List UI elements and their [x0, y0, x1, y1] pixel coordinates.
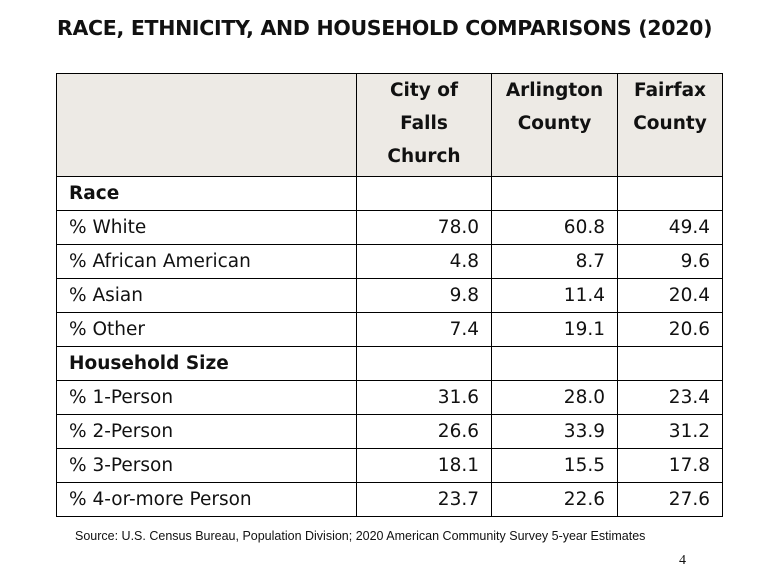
table-cell: 7.4: [356, 312, 492, 347]
table-cell: 22.6: [491, 482, 618, 517]
section-row: Race: [56, 176, 723, 211]
table-row: % 4-or-more Person 23.7 22.6 27.6: [56, 482, 723, 517]
column-header-line: Falls: [400, 113, 448, 134]
table-cell: 20.6: [617, 312, 723, 347]
comparison-table: City of Falls Church Arlington County Fa…: [56, 73, 723, 517]
table-row: % 3-Person 18.1 15.5 17.8: [56, 448, 723, 483]
empty-cell: [356, 176, 492, 211]
empty-cell: [491, 176, 618, 211]
row-label: % Asian: [56, 278, 357, 313]
column-header-line: Church: [387, 146, 461, 167]
header-blank-cell: [56, 73, 357, 177]
table-cell: 9.6: [617, 244, 723, 279]
table-cell: 28.0: [491, 380, 618, 415]
table-cell: 49.4: [617, 210, 723, 245]
table-cell: 4.8: [356, 244, 492, 279]
table-cell: 27.6: [617, 482, 723, 517]
section-row: Household Size: [56, 346, 723, 381]
column-header: City of Falls Church: [356, 73, 492, 177]
row-label: % 3-Person: [56, 448, 357, 483]
table-cell: 26.6: [356, 414, 492, 449]
table-cell: 23.7: [356, 482, 492, 517]
section-label: Household Size: [56, 346, 357, 381]
table-cell: 11.4: [491, 278, 618, 313]
table-row: % 1-Person 31.6 28.0 23.4: [56, 380, 723, 415]
table-header-row: City of Falls Church Arlington County Fa…: [56, 73, 723, 177]
column-header-line: Fairfax: [634, 80, 706, 101]
table-row: % Asian 9.8 11.4 20.4: [56, 278, 723, 313]
table-cell: 31.2: [617, 414, 723, 449]
empty-cell: [491, 346, 618, 381]
table-cell: 31.6: [356, 380, 492, 415]
source-note: Source: U.S. Census Bureau, Population D…: [75, 529, 646, 543]
table-cell: 8.7: [491, 244, 618, 279]
table-cell: 78.0: [356, 210, 492, 245]
column-header-line: City of: [389, 80, 459, 101]
row-label: % 2-Person: [56, 414, 357, 449]
row-label: % 1-Person: [56, 380, 357, 415]
row-label: % White: [56, 210, 357, 245]
empty-cell: [356, 346, 492, 381]
table-cell: 18.1: [356, 448, 492, 483]
table-cell: 60.8: [491, 210, 618, 245]
table-row: % 2-Person 26.6 33.9 31.2: [56, 414, 723, 449]
table-cell: 20.4: [617, 278, 723, 313]
page-number: 4: [679, 553, 686, 568]
table-row: % African American 4.8 8.7 9.6: [56, 244, 723, 279]
column-header-line: County: [517, 113, 592, 134]
table-cell: 15.5: [491, 448, 618, 483]
table-cell: 19.1: [491, 312, 618, 347]
table-cell: 17.8: [617, 448, 723, 483]
empty-cell: [617, 176, 723, 211]
column-header: Fairfax County: [617, 73, 723, 177]
section-label: Race: [56, 176, 357, 211]
table-cell: 9.8: [356, 278, 492, 313]
column-header-line: County: [633, 113, 707, 134]
table-cell: 33.9: [491, 414, 618, 449]
row-label: % African American: [56, 244, 357, 279]
column-header-line: Arlington: [505, 80, 604, 101]
column-header: Arlington County: [491, 73, 618, 177]
table-row: % White 78.0 60.8 49.4: [56, 210, 723, 245]
table-row: % Other 7.4 19.1 20.6: [56, 312, 723, 347]
page-title: RACE, ETHNICITY, AND HOUSEHOLD COMPARISO…: [57, 16, 713, 40]
row-label: % Other: [56, 312, 357, 347]
empty-cell: [617, 346, 723, 381]
table-cell: 23.4: [617, 380, 723, 415]
row-label: % 4-or-more Person: [56, 482, 357, 517]
